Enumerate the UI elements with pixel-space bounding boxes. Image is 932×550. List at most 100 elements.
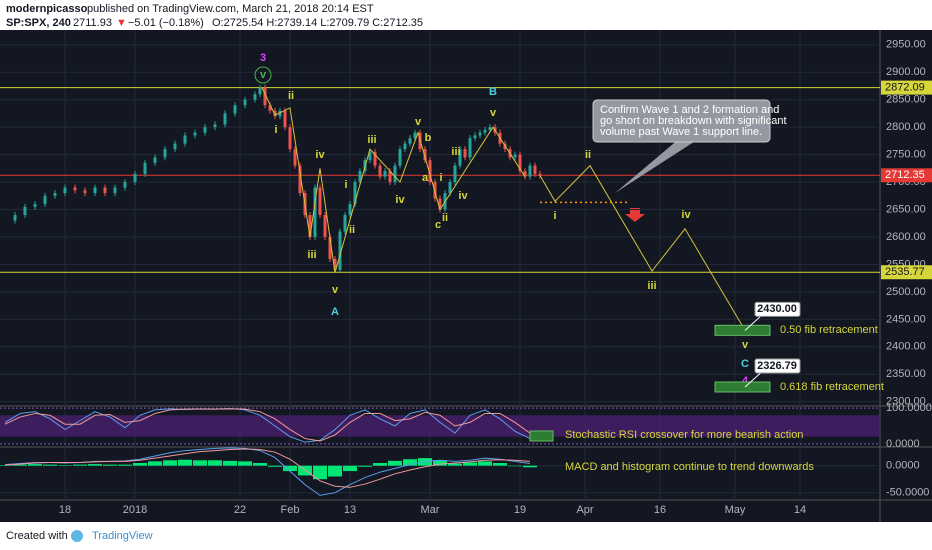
candle <box>373 151 377 166</box>
candle <box>33 204 37 207</box>
wave-label: ii <box>349 224 355 236</box>
logo <box>71 530 83 542</box>
candle <box>163 149 167 158</box>
candle <box>213 124 217 128</box>
y-tick-label: 2750.00 <box>886 149 926 161</box>
candle <box>73 187 77 191</box>
macd-hist <box>448 463 462 466</box>
wave-label: i <box>274 124 277 136</box>
down-arrow: ▼ <box>116 17 127 29</box>
candle <box>43 195 47 205</box>
macd-hist <box>43 464 57 466</box>
wave-label: i <box>344 179 347 191</box>
brand[interactable]: TradingView <box>92 530 153 542</box>
candle <box>273 110 277 117</box>
x-tick-label: Mar <box>421 504 440 516</box>
wave-label: ii <box>288 90 294 102</box>
candle <box>438 198 442 210</box>
projection-line <box>539 164 746 331</box>
macd-hist <box>478 461 492 466</box>
target-zone <box>714 324 771 336</box>
candle <box>328 236 332 259</box>
candle <box>183 135 187 144</box>
target-note: 0.618 fib retracement <box>780 381 884 393</box>
macd-hist <box>163 460 177 466</box>
candle <box>203 127 207 133</box>
x-tick-label: Feb <box>281 504 300 516</box>
candle <box>463 149 467 158</box>
candle <box>538 173 542 176</box>
y-tick-label: 2900.00 <box>886 66 926 78</box>
candle <box>448 182 452 194</box>
macd-hist <box>253 462 267 466</box>
candle <box>368 151 372 161</box>
candle <box>293 149 297 166</box>
wave-label: iii <box>451 146 460 158</box>
candle <box>338 231 342 270</box>
candle <box>153 157 157 163</box>
macd-hist <box>28 464 42 466</box>
candle <box>193 132 197 136</box>
published: published on TradingView.com, March 21, … <box>87 3 374 15</box>
candle <box>398 149 402 166</box>
wave-label: ii <box>585 149 591 161</box>
candle <box>308 215 312 237</box>
candle <box>223 113 227 125</box>
candle <box>488 127 492 130</box>
candle <box>478 132 482 136</box>
y-tick-label: 2450.00 <box>886 313 926 325</box>
wave-label: iv <box>458 190 468 202</box>
y-tick-label: 2950.00 <box>886 39 926 51</box>
level-label: 2535.77 <box>885 266 925 278</box>
wave-line <box>261 87 526 273</box>
target-label: 2430.00 <box>757 303 797 315</box>
macd-hist <box>133 462 147 466</box>
x-tick-label: 14 <box>794 504 806 516</box>
x-tick-label: 19 <box>514 504 526 516</box>
wave-label: v <box>260 69 267 81</box>
candle <box>83 190 87 194</box>
candle <box>53 193 57 196</box>
candle <box>268 105 272 111</box>
author: modernpicasso <box>6 3 88 15</box>
callout-text: volume past Wave 1 support line. <box>600 126 762 138</box>
level-tag <box>881 168 932 183</box>
candle <box>113 187 117 194</box>
candle <box>473 135 477 139</box>
header-bg <box>0 0 932 30</box>
callout-pointer <box>615 138 700 193</box>
wave-label: B <box>489 86 497 98</box>
y-tick-label: 0.0000 <box>886 460 920 472</box>
wave-label: v <box>415 116 422 128</box>
candle <box>133 173 137 183</box>
candle <box>518 154 522 172</box>
y-tick-label: 2850.00 <box>886 94 926 106</box>
target-tag <box>754 301 801 317</box>
x-tick-label: 2018 <box>123 504 147 516</box>
wave-label: iii <box>367 134 376 146</box>
candle <box>93 187 97 194</box>
wave-label: C <box>741 358 749 370</box>
y-tick-label: 2350.00 <box>886 368 926 380</box>
x-tick-label: Apr <box>576 504 593 516</box>
wave-label: iii <box>647 280 656 292</box>
candle <box>298 165 302 194</box>
candle <box>383 171 387 177</box>
wave-label: b <box>425 132 432 144</box>
macd-hist <box>103 464 117 466</box>
wave-label: ii <box>442 212 448 224</box>
macd-hist <box>523 465 537 468</box>
candle <box>343 215 347 232</box>
macd-hist <box>508 465 522 467</box>
candle <box>13 215 17 221</box>
level-label: 2712.35 <box>885 169 925 181</box>
candle <box>348 204 352 216</box>
target-zone <box>714 381 771 393</box>
macd-signal <box>4 448 531 488</box>
wave-label: iii <box>307 249 316 261</box>
macd-hist <box>433 460 447 466</box>
change: −5.01 (−0.18%) <box>128 17 204 29</box>
level-tag <box>881 265 932 280</box>
wave-label: iv <box>315 149 325 161</box>
macd-hist <box>193 460 207 466</box>
